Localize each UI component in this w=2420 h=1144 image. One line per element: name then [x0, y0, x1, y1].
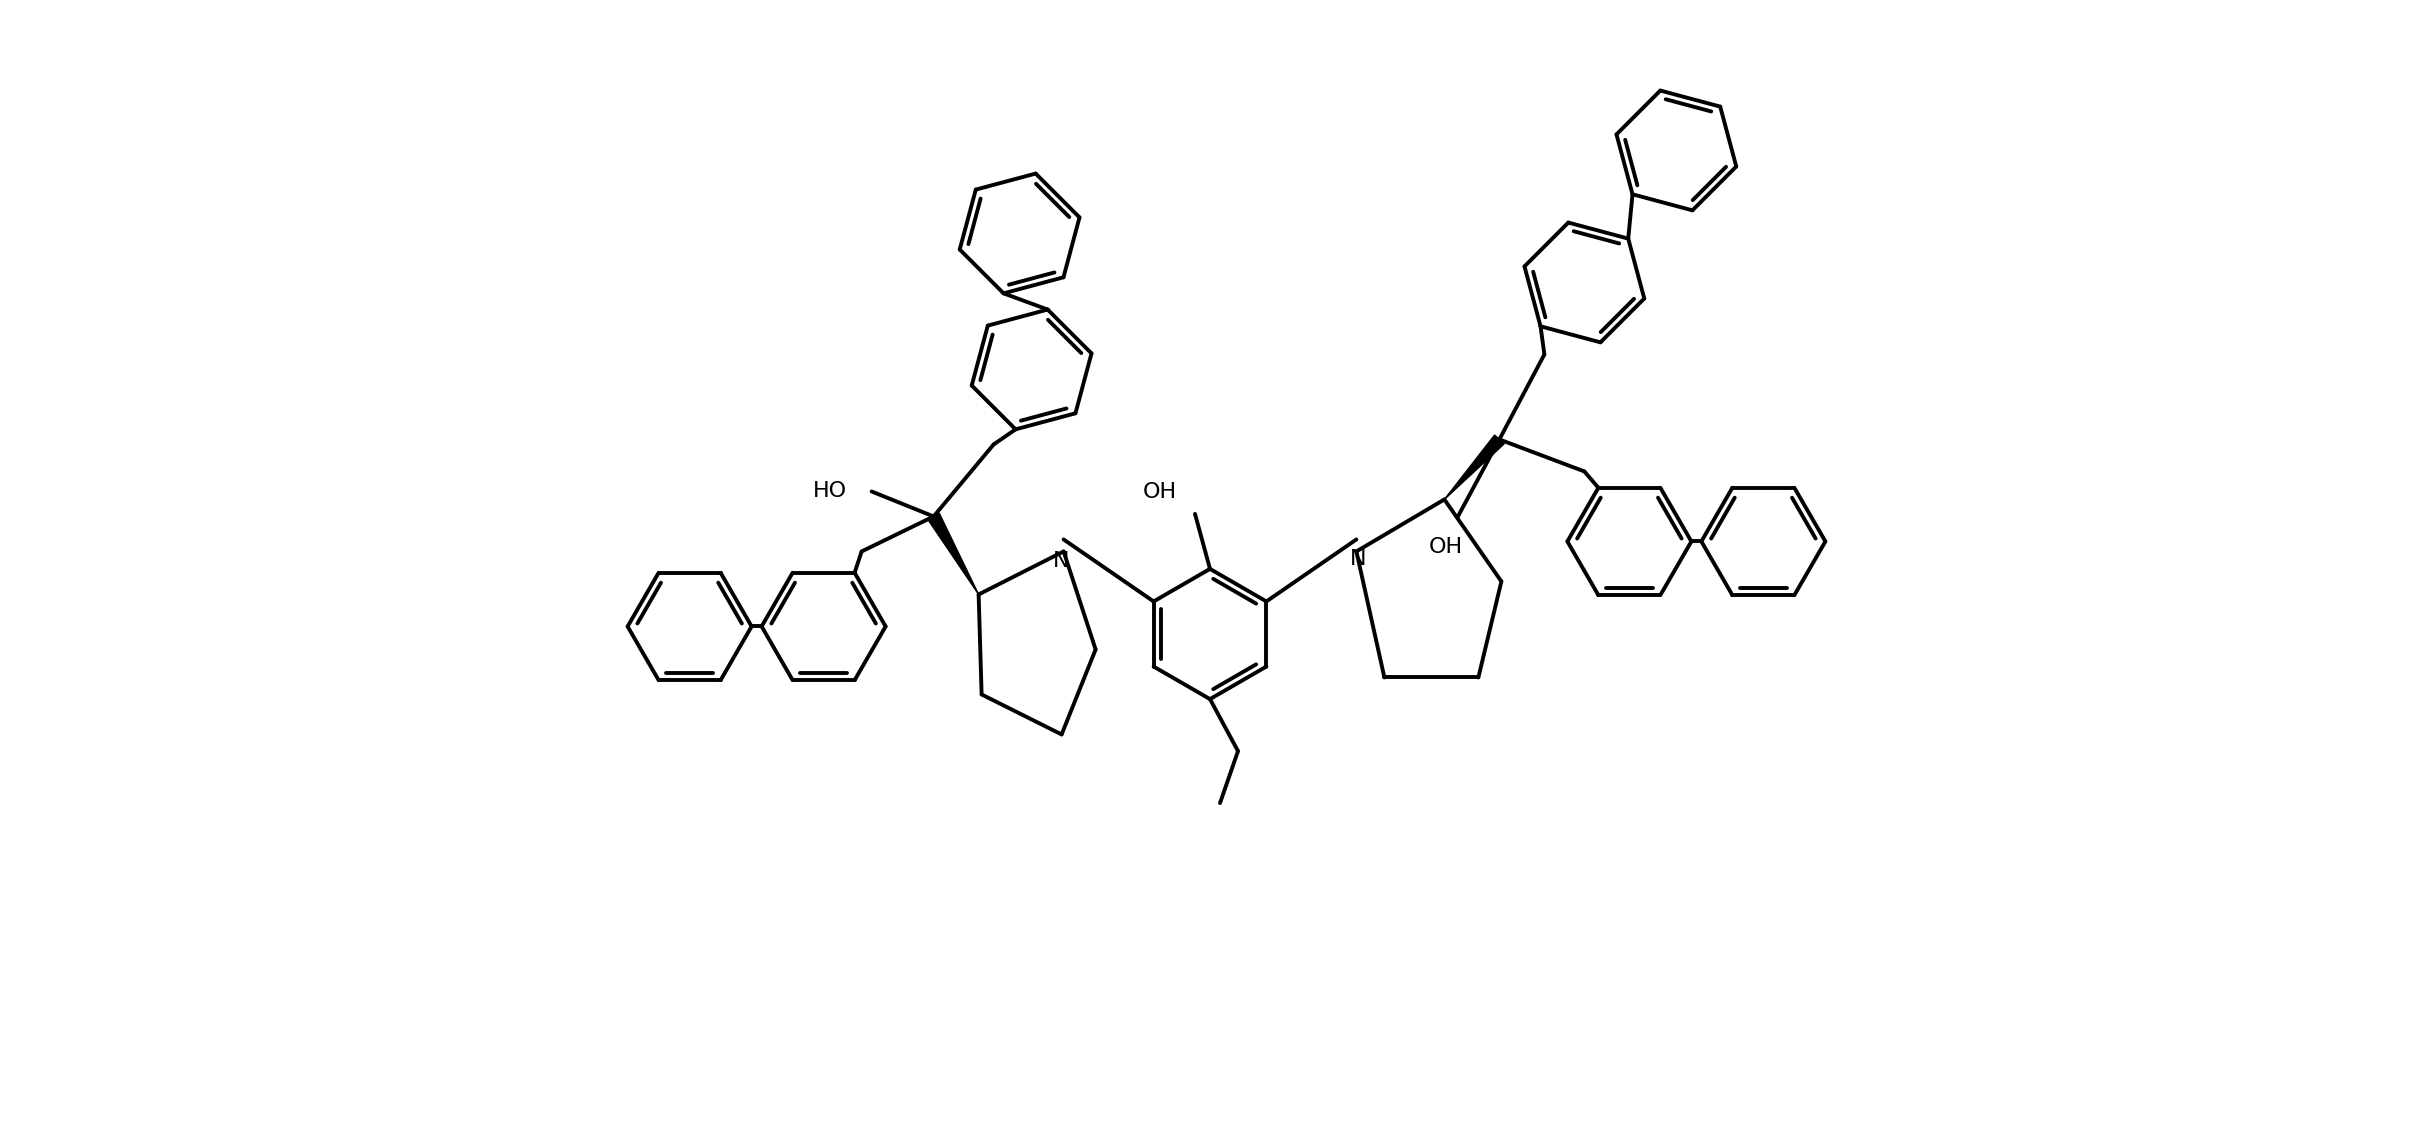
Polygon shape	[927, 514, 978, 595]
Text: OH: OH	[1428, 538, 1462, 557]
Polygon shape	[1445, 435, 1505, 500]
Text: N: N	[1350, 549, 1367, 570]
Text: N: N	[1053, 551, 1070, 572]
Text: OH: OH	[1142, 482, 1176, 502]
Text: HO: HO	[813, 482, 847, 501]
